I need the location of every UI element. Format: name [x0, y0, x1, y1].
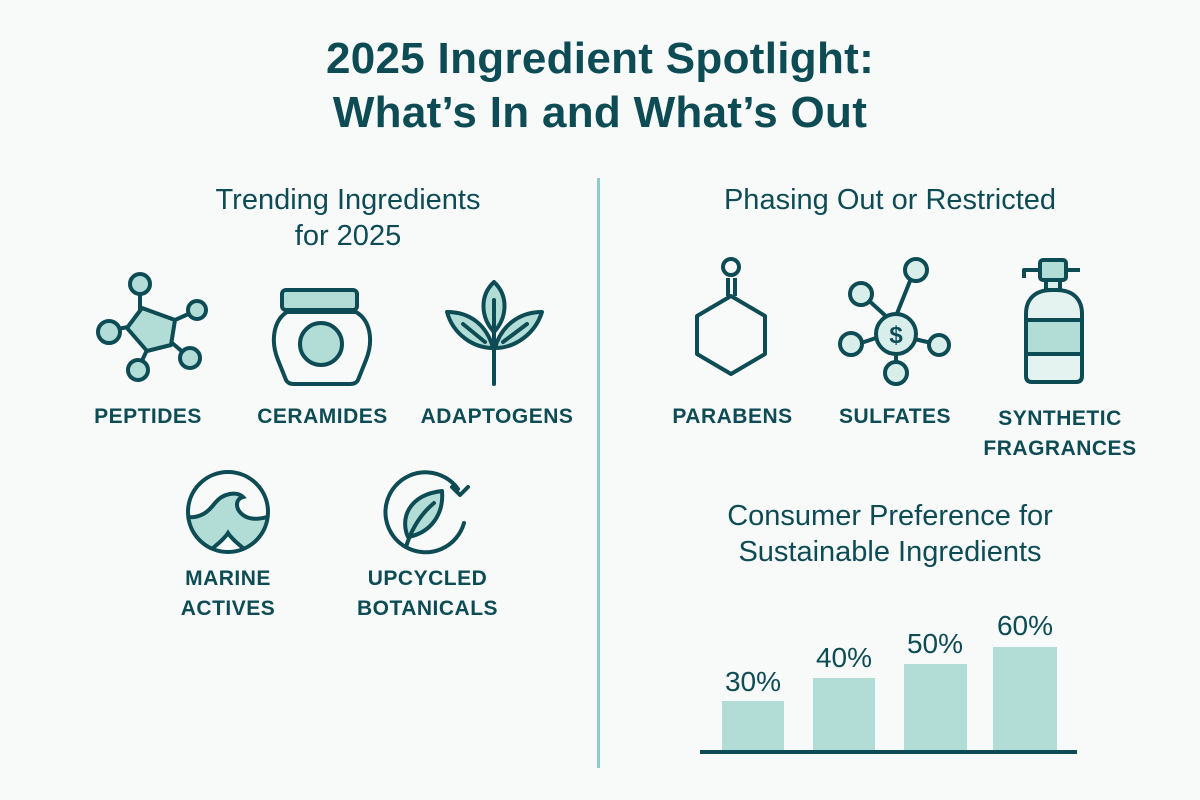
plant-sprout-icon — [445, 280, 544, 386]
trending-title-line-1: Trending Ingredients — [215, 184, 481, 216]
page-title: 2025 Ingredient Spotlight: What’s In and… — [0, 32, 1200, 140]
bar-60 — [993, 647, 1057, 751]
label-line-1: UPCYCLED — [367, 567, 488, 590]
phasing-out-section-title: Phasing Out or Restricted — [723, 184, 1057, 216]
label-line-2: BOTANICALS — [356, 597, 499, 620]
molecule-pentagon-icon — [96, 272, 208, 382]
ingredient-label-synthetic-fragrances: SYNTHETIC FRAGRANCES — [975, 404, 1145, 464]
bar-label-60: 60% — [996, 610, 1054, 641]
bar-label-50: 50% — [906, 628, 964, 659]
ocean-wave-icon — [186, 470, 270, 554]
bar-30 — [722, 701, 784, 751]
trending-title-line-2: for 2025 — [294, 220, 402, 252]
chart-title-line-2: Sustainable Ingredients — [738, 536, 1042, 568]
label-line-1: MARINE — [185, 567, 271, 590]
ingredient-label-adaptogens: ADAPTOGENS — [420, 405, 574, 428]
sulfate-molecule-icon: $ — [838, 257, 951, 386]
cream-jar-icon — [271, 288, 373, 386]
bar-50 — [904, 664, 967, 751]
chart-baseline — [700, 750, 1077, 754]
ingredient-label-upcycled-botanicals: UPCYCLED BOTANICALS — [340, 564, 515, 624]
title-line-1: 2025 Ingredient Spotlight: — [325, 34, 875, 83]
pump-bottle-icon — [1022, 258, 1084, 384]
title-line-2: What’s In and What’s Out — [332, 88, 868, 137]
chart-title-line-1: Consumer Preference for — [727, 500, 1053, 532]
section-divider — [597, 178, 600, 768]
bar-label-40: 40% — [815, 642, 873, 673]
bar-40 — [813, 678, 875, 751]
recycle-leaf-icon — [383, 470, 470, 555]
chart-title: Consumer Preference for Sustainable Ingr… — [660, 498, 1120, 570]
trending-section-title: Trending Ingredients for 2025 — [148, 182, 548, 254]
hexagon-ring-icon — [695, 257, 767, 376]
bar-label-30: 30% — [724, 666, 782, 697]
label-line-2: FRAGRANCES — [983, 437, 1137, 460]
ingredient-label-ceramides: CERAMIDES — [257, 405, 388, 428]
dollar-glyph: $ — [889, 322, 903, 349]
label-line-2: ACTIVES — [180, 597, 276, 620]
ingredient-label-peptides: PEPTIDES — [94, 405, 202, 428]
ingredient-label-sulfates: SULFATES — [838, 405, 952, 428]
ingredient-label-marine-actives: MARINE ACTIVES — [148, 564, 308, 624]
ingredient-label-parabens: PARABENS — [672, 405, 793, 428]
label-line-1: SYNTHETIC — [998, 407, 1122, 430]
